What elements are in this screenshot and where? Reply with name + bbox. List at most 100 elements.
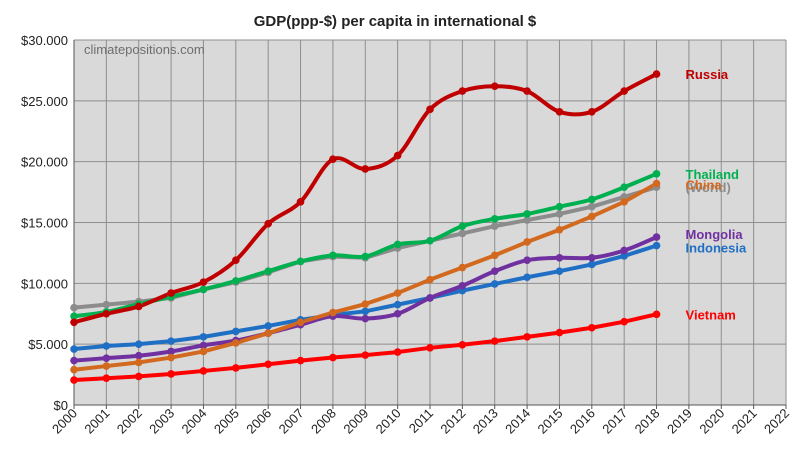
data-point-vietnam bbox=[232, 364, 240, 372]
series-label-russia: Russia bbox=[686, 67, 729, 82]
data-point-china bbox=[199, 347, 208, 356]
data-point-world bbox=[555, 210, 564, 218]
series-label-indonesia: Indonesia bbox=[686, 241, 747, 256]
watermark-text: climatepositions.com bbox=[84, 42, 205, 57]
data-point-russia bbox=[296, 198, 305, 206]
data-point-vietnam bbox=[329, 353, 337, 362]
data-point-indonesia bbox=[102, 342, 111, 350]
data-point-world bbox=[70, 303, 78, 312]
data-point-china bbox=[588, 212, 596, 221]
data-point-vietnam bbox=[102, 374, 111, 383]
chart-title: GDP(ppp-$) per capita in international $ bbox=[254, 13, 537, 30]
data-point-russia bbox=[134, 302, 143, 311]
data-point-thailand bbox=[70, 312, 78, 320]
data-point-vietnam bbox=[490, 337, 499, 345]
data-point-vietnam bbox=[652, 310, 661, 319]
data-point-mongolia bbox=[70, 356, 78, 365]
data-point-russia bbox=[199, 278, 208, 286]
data-point-mongolia bbox=[426, 294, 434, 302]
data-point-mongolia bbox=[199, 341, 208, 350]
data-point-russia bbox=[523, 87, 531, 95]
data-point-vietnam bbox=[555, 328, 564, 337]
data-point-mongolia bbox=[361, 314, 370, 323]
data-point-china bbox=[620, 198, 628, 206]
data-point-world bbox=[458, 229, 467, 238]
data-point-china bbox=[652, 179, 661, 188]
data-point-china bbox=[523, 238, 531, 246]
data-point-thailand bbox=[490, 215, 499, 223]
data-point-vietnam bbox=[264, 360, 272, 369]
data-point-thailand bbox=[458, 222, 467, 230]
data-point-thailand bbox=[620, 183, 628, 192]
data-point-indonesia bbox=[70, 345, 78, 353]
data-point-china bbox=[555, 226, 564, 234]
y-tick-label: $15.000 bbox=[21, 216, 68, 231]
data-point-mongolia bbox=[588, 253, 596, 262]
data-point-china bbox=[232, 339, 240, 347]
data-point-thailand bbox=[264, 267, 272, 275]
data-point-vietnam bbox=[620, 317, 628, 326]
data-point-russia bbox=[588, 107, 596, 116]
data-point-indonesia bbox=[523, 273, 531, 282]
data-point-mongolia bbox=[393, 309, 402, 318]
data-point-china bbox=[296, 318, 305, 327]
data-point-thailand bbox=[393, 240, 402, 249]
data-point-indonesia bbox=[393, 300, 402, 309]
data-point-indonesia bbox=[264, 322, 272, 330]
y-tick-label: $10.000 bbox=[21, 276, 68, 291]
data-point-vietnam bbox=[134, 372, 143, 381]
data-point-thailand bbox=[199, 285, 208, 294]
y-tick-label: $20.000 bbox=[21, 155, 68, 170]
series-label-mongolia: Mongolia bbox=[686, 227, 744, 242]
data-point-thailand bbox=[555, 202, 564, 211]
series-label-vietnam: Vietnam bbox=[686, 307, 736, 322]
data-point-thailand bbox=[588, 195, 596, 204]
data-point-world bbox=[102, 300, 111, 309]
data-point-thailand bbox=[296, 257, 305, 266]
data-point-thailand bbox=[232, 277, 240, 285]
data-point-vietnam bbox=[296, 356, 305, 365]
data-point-russia bbox=[329, 155, 337, 164]
data-point-vietnam bbox=[458, 340, 467, 349]
axes: $0 $5.000 $10.000 $15.000 $20.000 $25.000 $30.… bbox=[21, 33, 791, 437]
data-point-vietnam bbox=[393, 348, 402, 356]
data-point-china bbox=[167, 353, 175, 362]
data-point-world bbox=[523, 216, 531, 224]
data-point-russia bbox=[264, 219, 272, 228]
data-point-china bbox=[102, 362, 111, 370]
data-point-mongolia bbox=[490, 267, 499, 275]
data-point-russia bbox=[490, 82, 499, 91]
data-point-world bbox=[588, 202, 596, 211]
data-point-china bbox=[134, 358, 143, 367]
data-point-mongolia bbox=[134, 351, 143, 360]
y-tick-label: $25.000 bbox=[21, 94, 68, 109]
data-point-indonesia bbox=[134, 340, 143, 348]
data-point-vietnam bbox=[361, 351, 370, 359]
data-point-indonesia bbox=[167, 337, 175, 345]
data-point-vietnam bbox=[70, 376, 78, 384]
data-point-russia bbox=[70, 318, 78, 327]
data-point-thailand bbox=[361, 252, 370, 261]
data-point-thailand bbox=[523, 210, 531, 218]
data-point-russia bbox=[555, 107, 564, 116]
data-point-russia bbox=[652, 70, 661, 78]
data-point-thailand bbox=[329, 251, 337, 260]
data-point-russia bbox=[232, 256, 240, 265]
series-label-thailand: Thailand bbox=[686, 167, 740, 182]
data-point-vietnam bbox=[199, 367, 208, 375]
data-point-indonesia bbox=[490, 280, 499, 288]
data-point-china bbox=[458, 263, 467, 272]
data-point-indonesia bbox=[555, 267, 564, 275]
data-point-indonesia bbox=[620, 252, 628, 260]
data-point-china bbox=[264, 329, 272, 338]
data-point-indonesia bbox=[199, 333, 208, 341]
data-point-mongolia bbox=[555, 253, 564, 262]
data-point-thailand bbox=[652, 170, 661, 178]
data-point-indonesia bbox=[588, 260, 596, 269]
series-points bbox=[70, 70, 661, 384]
y-tick-label: $0 bbox=[54, 398, 68, 413]
data-point-mongolia bbox=[523, 256, 531, 265]
